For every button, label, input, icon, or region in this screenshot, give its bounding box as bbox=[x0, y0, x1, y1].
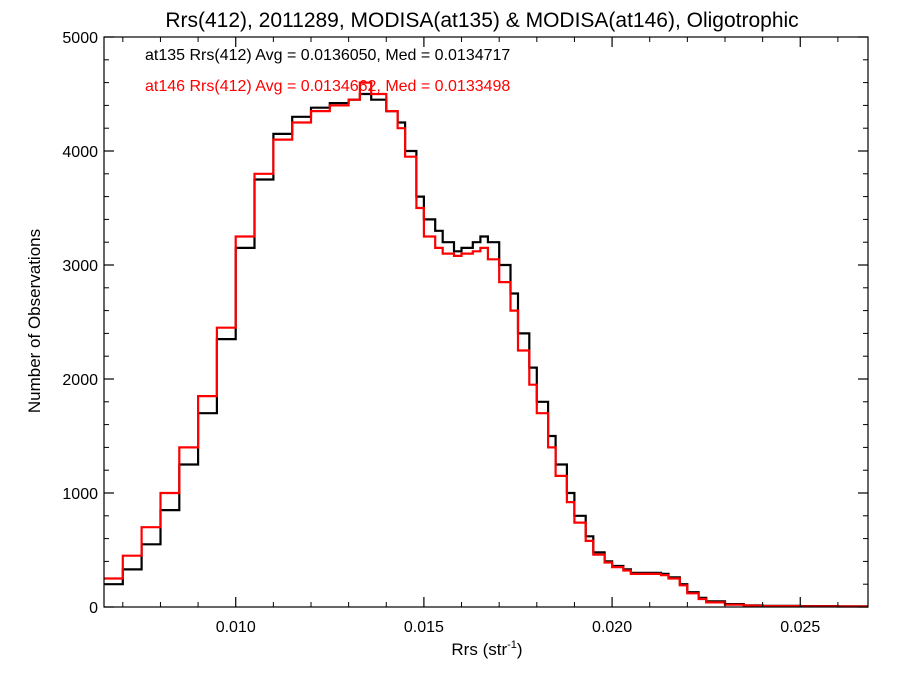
x-tick-label: 0.020 bbox=[592, 619, 632, 636]
y-axis-label: Number of Observations bbox=[25, 229, 44, 413]
x-tick-label: 0.010 bbox=[216, 619, 256, 636]
series-line-at146 bbox=[104, 81, 868, 608]
y-tick-label: 3000 bbox=[62, 258, 98, 275]
x-axis-label-end: ) bbox=[517, 640, 523, 659]
y-tick-label: 5000 bbox=[62, 30, 98, 47]
legend-entry-at135: at135 Rrs(412) Avg = 0.0136050, Med = 0.… bbox=[145, 47, 510, 64]
x-axis-label-sup: -1 bbox=[507, 639, 517, 651]
x-axis-label: Rrs (str-1) bbox=[451, 639, 522, 659]
y-tick-label: 4000 bbox=[62, 144, 98, 161]
y-tick-label: 2000 bbox=[62, 372, 98, 389]
series-line-at135 bbox=[104, 92, 868, 608]
y-tick-label: 1000 bbox=[62, 486, 98, 503]
axes-layer: 0.010 0.015 0.020 0.025 0 1000 2000 3000 4000 500… bbox=[62, 30, 869, 636]
x-tick-label: 0.015 bbox=[404, 619, 444, 636]
plot-layer bbox=[104, 81, 868, 608]
legend-entry-at146: at146 Rrs(412) Avg = 0.0134662, Med = 0.… bbox=[145, 78, 510, 95]
x-axis-label-text: Rrs (str bbox=[451, 640, 507, 659]
chart-title: Rrs(412), 2011289, MODISA(at135) & MODIS… bbox=[165, 9, 798, 32]
x-tick-label: 0.025 bbox=[780, 619, 820, 636]
y-tick-label: 0 bbox=[89, 600, 98, 617]
plot-frame bbox=[103, 36, 869, 608]
